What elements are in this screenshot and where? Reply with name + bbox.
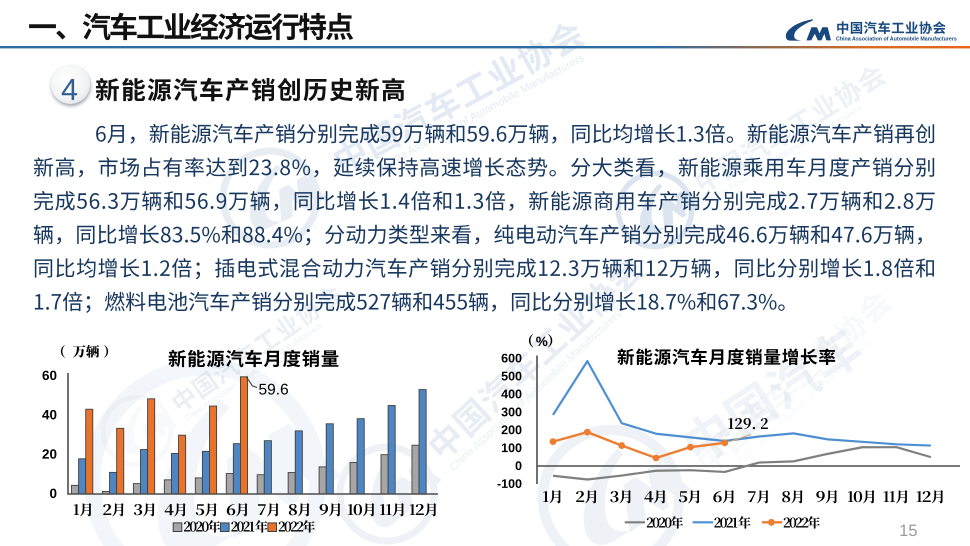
svg-text:China Association of Automobil: China Association of Automobile Manufact… [447, 307, 624, 473]
svg-text:China Association of Automobil: China Association of Automobile Manufact… [836, 36, 957, 42]
